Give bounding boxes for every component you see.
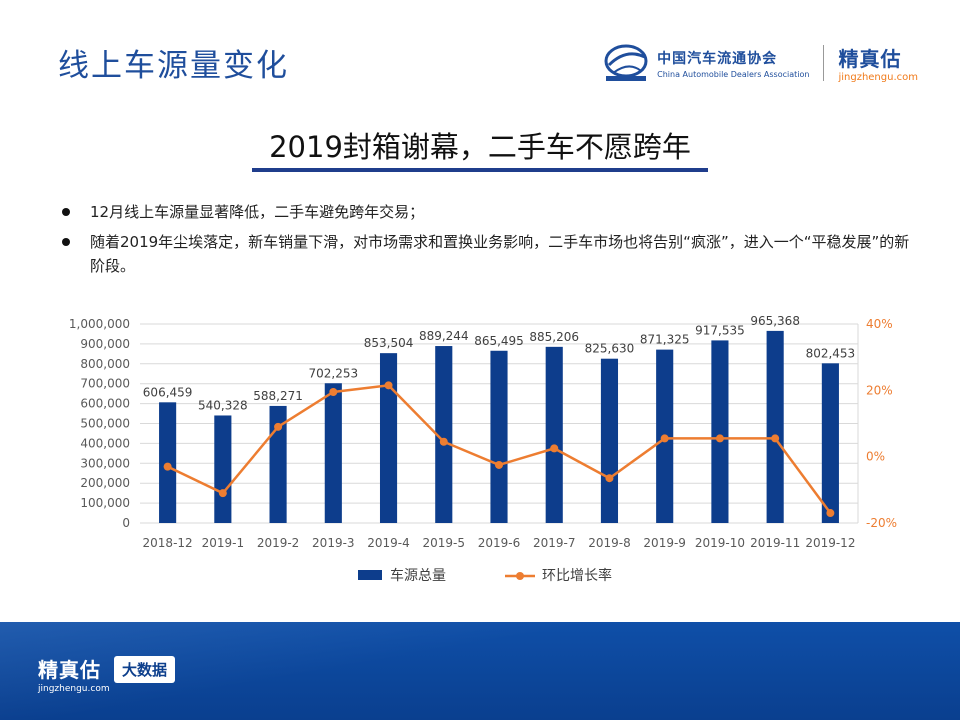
growth-rate-point bbox=[274, 422, 283, 431]
x-axis-tick-label: 2019-2 bbox=[257, 536, 300, 550]
growth-rate-point bbox=[439, 437, 448, 446]
cada-name-en: China Automobile Dealers Association bbox=[657, 69, 810, 79]
bullet-dot bbox=[62, 208, 70, 216]
bullet-item: 随着2019年尘埃落定，新车销量下滑，对市场需求和置换业务影响，二手车市场也将告… bbox=[62, 230, 922, 278]
x-axis-tick-label: 2019-10 bbox=[695, 536, 745, 550]
bullet-list: 12月线上车源量显著降低，二手车避免跨年交易； 随着2019年尘埃落定，新车销量… bbox=[62, 200, 922, 284]
x-axis-tick-label: 2019-11 bbox=[750, 536, 800, 550]
footer: 精真估 jingzhengu.com 大数据 bbox=[0, 622, 960, 720]
x-axis-tick-label: 2019-6 bbox=[478, 536, 521, 550]
left-axis-tick-label: 200,000 bbox=[80, 476, 130, 490]
bullet-text: 随着2019年尘埃落定，新车销量下滑，对市场需求和置换业务影响，二手车市场也将告… bbox=[90, 233, 910, 275]
x-axis-tick-label: 2019-4 bbox=[367, 536, 410, 550]
right-axis-tick-label: 40% bbox=[866, 317, 893, 331]
headline-text: 2019封箱谢幕，二手车不愿跨年 bbox=[269, 130, 691, 164]
growth-rate-point bbox=[605, 474, 614, 483]
x-axis-tick-label: 2019-8 bbox=[588, 536, 631, 550]
growth-rate-point bbox=[771, 434, 780, 443]
bar bbox=[269, 405, 287, 523]
left-axis-tick-label: 100,000 bbox=[80, 496, 130, 510]
growth-rate-point bbox=[715, 434, 724, 443]
left-axis-tick-label: 700,000 bbox=[80, 377, 130, 391]
x-axis-tick-label: 2019-7 bbox=[533, 536, 576, 550]
legend-label-line: 环比增长率 bbox=[542, 567, 612, 584]
bar-data-label: 802,453 bbox=[806, 346, 856, 360]
headline-underline bbox=[252, 168, 708, 172]
bar bbox=[324, 383, 342, 523]
legend-label-bars: 车源总量 bbox=[390, 567, 446, 584]
left-axis-tick-label: 0 bbox=[122, 516, 130, 530]
x-axis-tick-label: 2019-9 bbox=[643, 536, 686, 550]
growth-rate-point bbox=[163, 462, 172, 471]
jzg-logo: 精真估 jingzhengu.com bbox=[838, 43, 918, 83]
x-axis-tick-label: 2019-5 bbox=[423, 536, 466, 550]
bar-data-label: 702,253 bbox=[308, 366, 358, 380]
chart-container: 0 100,000 200,000 300,000 400,000 500,000 600,… bbox=[0, 300, 960, 600]
bullet-text: 12月线上车源量显著降低，二手车避免跨年交易； bbox=[90, 203, 425, 221]
headline: 2019封箱谢幕，二手车不愿跨年 bbox=[0, 124, 960, 172]
bar bbox=[821, 363, 839, 523]
bar-data-label: 853,504 bbox=[364, 336, 414, 350]
header-logos: 中国汽车流通协会 China Automobile Dealers Associ… bbox=[601, 40, 918, 86]
footer-brand: 精真估 jingzhengu.com bbox=[38, 654, 110, 694]
growth-rate-point bbox=[329, 387, 338, 396]
x-axis-tick-label: 2019-3 bbox=[312, 536, 355, 550]
bar-data-label: 540,328 bbox=[198, 398, 248, 412]
combo-chart: 0 100,000 200,000 300,000 400,000 500,000 600,… bbox=[69, 314, 897, 584]
bar bbox=[214, 415, 232, 523]
left-axis-tick-label: 500,000 bbox=[80, 417, 130, 431]
legend-swatch-line-marker bbox=[516, 572, 524, 580]
bar bbox=[766, 330, 784, 523]
right-axis-tick-label: -20% bbox=[866, 516, 897, 530]
cada-logo: 中国汽车流通协会 China Automobile Dealers Associ… bbox=[601, 43, 809, 83]
right-axis-tick-label: 20% bbox=[866, 383, 893, 397]
bar bbox=[379, 353, 398, 523]
growth-rate-point bbox=[384, 381, 393, 390]
left-axis-tick-label: 900,000 bbox=[80, 337, 130, 351]
left-axis-tick-label: 400,000 bbox=[80, 436, 130, 450]
x-axis-tick-label: 2018-12 bbox=[143, 536, 193, 550]
logo-divider bbox=[823, 45, 825, 81]
bar bbox=[435, 346, 453, 523]
growth-rate-point bbox=[550, 444, 559, 453]
bar-data-label: 889,244 bbox=[419, 329, 469, 343]
growth-rate-point bbox=[826, 509, 835, 518]
cada-globe-icon bbox=[604, 44, 648, 81]
footer-brand-name: 精真估 bbox=[38, 658, 101, 682]
cada-name-cn: 中国汽车流通协会 bbox=[657, 50, 778, 67]
growth-rate-point bbox=[495, 460, 503, 469]
bar-data-label: 885,206 bbox=[529, 330, 579, 344]
bar-data-label: 606,459 bbox=[143, 385, 193, 399]
right-axis-tick-label: 0% bbox=[866, 450, 885, 464]
bar-data-label: 588,271 bbox=[253, 389, 303, 403]
x-axis-tick-label: 2019-1 bbox=[202, 536, 245, 550]
bar bbox=[600, 358, 619, 523]
left-axis-tick-label: 300,000 bbox=[80, 456, 130, 470]
jzg-brand-url: jingzhengu.com bbox=[838, 72, 918, 83]
left-axis-tick-label: 1,000,000 bbox=[69, 317, 130, 331]
page-title: 线上车源量变化 bbox=[58, 48, 289, 84]
bar-data-label: 917,535 bbox=[695, 323, 745, 337]
bar bbox=[490, 350, 508, 523]
bar-data-label: 865,495 bbox=[474, 334, 524, 348]
legend-swatch-bars bbox=[358, 570, 382, 580]
jzg-brand-name: 精真估 bbox=[838, 47, 902, 71]
bar-data-label: 965,368 bbox=[750, 314, 800, 328]
footer-tag: 大数据 bbox=[114, 656, 176, 683]
x-axis-tick-label: 2019-12 bbox=[805, 536, 855, 550]
bar bbox=[711, 340, 729, 523]
bar bbox=[545, 346, 563, 523]
bullet-dot bbox=[62, 238, 70, 246]
bar-data-label: 825,630 bbox=[585, 342, 635, 356]
bullet-item: 12月线上车源量显著降低，二手车避免跨年交易； bbox=[62, 200, 922, 224]
growth-rate-point bbox=[660, 434, 669, 443]
bar-data-label: 871,325 bbox=[640, 333, 690, 347]
left-axis-tick-label: 800,000 bbox=[80, 357, 130, 371]
growth-rate-point bbox=[218, 489, 227, 498]
footer-brand-url: jingzhengu.com bbox=[38, 684, 110, 694]
left-axis-tick-label: 600,000 bbox=[80, 397, 130, 411]
